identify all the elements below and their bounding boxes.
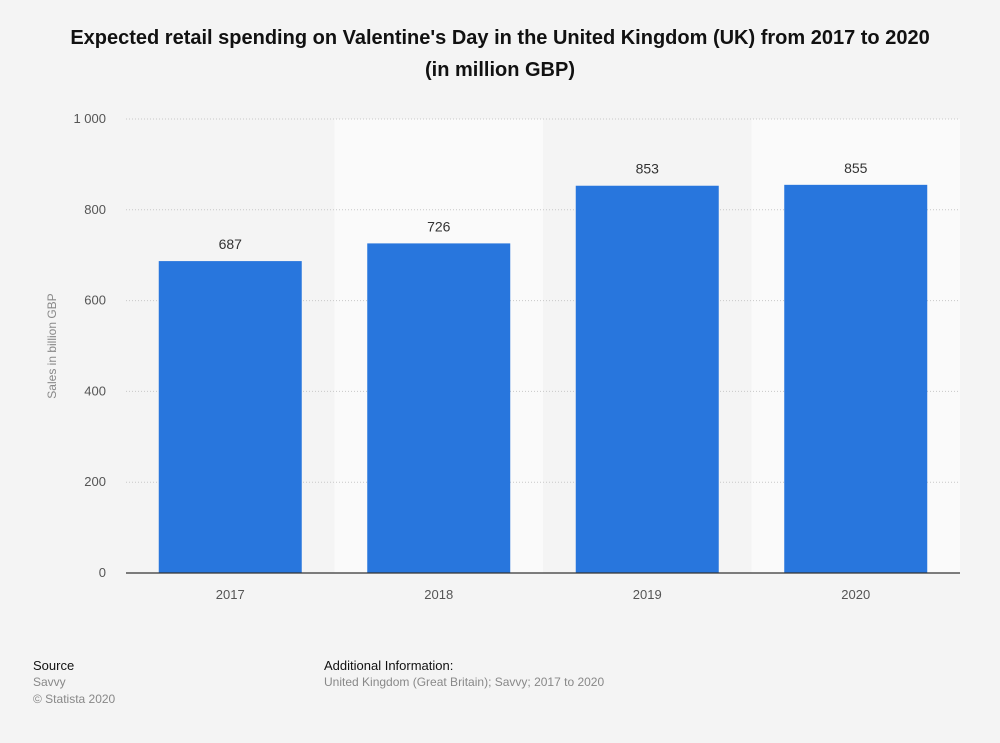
additional-info-section: Additional Information: United Kingdom (… [324,657,604,691]
copyright-line: © Statista 2020 [33,692,116,706]
bar [158,261,302,573]
y-tick-label: 200 [84,474,106,489]
source-heading: Source [33,658,75,673]
chart-title: Expected retail spending on Valentine's … [70,27,930,81]
y-tick-label: 400 [84,383,106,398]
additional-info-heading: Additional Information: [324,658,454,673]
data-label: 853 [636,161,660,177]
bar [367,243,511,573]
bar [784,184,928,573]
y-axis-ticks: 0 200 400 600 800 1 000 [73,111,106,580]
y-tick-label: 600 [84,293,106,308]
bars [158,184,928,573]
additional-info-text: United Kingdom (Great Britain); Savvy; 2… [324,675,605,689]
x-tick-label: 2020 [841,587,870,602]
x-tick-label: 2019 [633,587,662,602]
x-tick-label: 2018 [424,587,453,602]
y-tick-label: 1 000 [73,111,106,126]
y-tick-label: 0 [99,565,106,580]
bar [575,185,719,573]
y-axis-title: Sales in billion GBP [45,293,59,398]
data-labels: 687 726 853 855 [219,160,868,252]
x-axis-ticks: 2017 2018 2019 2020 [216,587,870,602]
data-label: 855 [844,160,868,176]
source-section: Source Savvy © Statista 2020 [33,657,115,708]
data-label: 726 [427,218,451,234]
x-tick-label: 2017 [216,587,245,602]
y-tick-label: 800 [84,202,106,217]
source-line: Savvy [33,675,66,689]
data-label: 687 [219,236,243,252]
